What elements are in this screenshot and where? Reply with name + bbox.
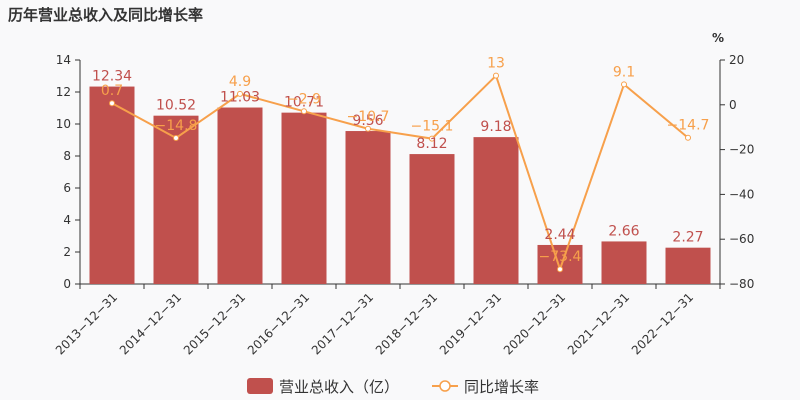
bar-value-label: 11.03 xyxy=(220,90,260,106)
x-tick-label: 2015−12−31 xyxy=(181,290,248,357)
y-left-tick-label: 2 xyxy=(63,245,71,259)
bar-value-label: 8.12 xyxy=(416,136,447,152)
x-tick-label: 2016−12−31 xyxy=(245,290,312,357)
growth-line xyxy=(111,73,689,273)
chart-title: 历年营业总收入及同比增长率 xyxy=(8,6,204,24)
bar-value-label: 2.66 xyxy=(608,223,639,239)
y-right-tick-label: −20 xyxy=(729,143,754,157)
y-right-tick-label: 20 xyxy=(729,53,744,67)
growth-value-label: −2.9 xyxy=(287,91,321,107)
bar-revenue xyxy=(217,107,263,285)
growth-value-label: 9.1 xyxy=(613,64,635,80)
growth-value-label: −73.4 xyxy=(539,249,582,265)
bar-value-label: 9.18 xyxy=(480,119,511,135)
growth-point xyxy=(301,108,307,115)
y-left-tick-label: 0 xyxy=(63,277,71,291)
growth-point xyxy=(685,134,691,141)
y-left-tick-label: 6 xyxy=(63,181,71,195)
legend-label-revenue: 营业总收入（亿） xyxy=(279,378,399,396)
y-left-tick-label: 8 xyxy=(63,149,71,163)
x-tick-label: 2019−12−31 xyxy=(437,290,504,357)
growth-value-label: 4.9 xyxy=(229,74,251,90)
bar-revenue xyxy=(89,86,135,284)
bar-revenue xyxy=(665,247,711,284)
x-tick-label: 2017−12−31 xyxy=(309,290,376,357)
x-tick-label: 2020−12−31 xyxy=(501,290,568,357)
growth-point xyxy=(621,81,627,88)
y-left-tick-label: 12 xyxy=(56,85,71,99)
legend-label-growth: 同比增长率 xyxy=(464,378,539,396)
x-tick-label: 2022−12−31 xyxy=(629,290,696,357)
bar-revenue xyxy=(153,115,199,285)
growth-value-label: 13 xyxy=(487,56,505,72)
bar-value-label: 12.34 xyxy=(92,69,132,85)
bar-revenue xyxy=(345,131,391,284)
bar-value-label: 2.44 xyxy=(544,227,575,243)
bar-revenue xyxy=(537,244,583,284)
legend-swatch-revenue xyxy=(247,378,273,394)
growth-value-label: −14.7 xyxy=(667,118,710,134)
y-right-tick-label: −80 xyxy=(729,277,754,291)
x-tick-label: 2014−12−31 xyxy=(117,290,184,357)
bar-value-label: 10.52 xyxy=(156,98,196,114)
legend-swatch-growth-point xyxy=(439,380,451,392)
growth-point xyxy=(173,134,179,141)
y-right-unit: % xyxy=(712,31,724,45)
growth-point xyxy=(109,100,115,107)
x-tick-label: 2013−12−31 xyxy=(53,290,120,357)
growth-value-label: −14.8 xyxy=(155,118,198,134)
bar-revenue xyxy=(601,241,647,284)
bar-revenue xyxy=(473,137,519,284)
y-right-tick-label: −60 xyxy=(729,232,754,246)
growth-point xyxy=(237,90,243,97)
growth-point xyxy=(493,72,499,79)
y-right-tick-label: 0 xyxy=(729,98,737,112)
bar-value-label: 2.27 xyxy=(672,230,703,246)
growth-value-label: 0.7 xyxy=(101,83,123,99)
bar-value-label: 9.56 xyxy=(352,113,383,129)
growth-point xyxy=(557,266,563,273)
growth-value-label: −15.1 xyxy=(411,119,454,135)
y-left-tick-label: 10 xyxy=(56,117,71,131)
growth-point xyxy=(365,125,371,132)
x-tick-label: 2018−12−31 xyxy=(373,290,440,357)
bar-revenue xyxy=(281,112,327,284)
y-right-tick-label: −40 xyxy=(729,187,754,201)
bar-revenue xyxy=(409,154,455,284)
y-left-tick-label: 14 xyxy=(56,53,71,67)
growth-value-label: −10.7 xyxy=(347,109,390,125)
growth-point xyxy=(429,135,435,142)
y-left-tick-label: 4 xyxy=(63,213,71,227)
x-tick-label: 2021−12−31 xyxy=(565,290,632,357)
bar-value-label: 10.71 xyxy=(284,95,324,111)
